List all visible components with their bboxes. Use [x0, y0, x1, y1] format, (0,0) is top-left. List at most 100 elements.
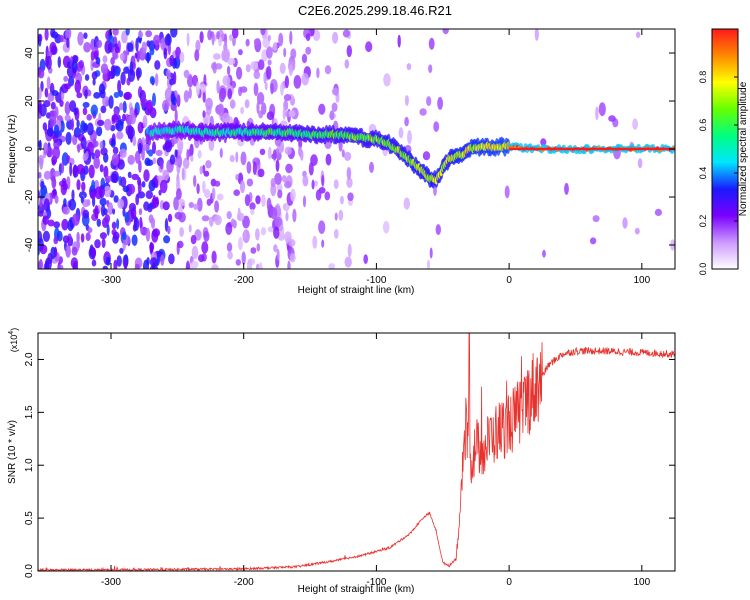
- noise-cell: [144, 157, 151, 166]
- noise-cell: [111, 114, 119, 123]
- x-tick-label: 0: [506, 577, 512, 588]
- noise-cell: [135, 38, 139, 52]
- noise-cell: [117, 198, 125, 209]
- noise-cell: [302, 195, 307, 208]
- noise-cell: [177, 138, 184, 152]
- noise-cell: [179, 51, 185, 63]
- noise-cell: [255, 228, 260, 241]
- noise-cell: [154, 73, 159, 87]
- colorbar-tick-label: 0.0: [698, 263, 708, 276]
- noise-cell: [205, 160, 212, 169]
- noise-cell: [59, 34, 64, 43]
- noise-cell: [124, 211, 130, 223]
- noise-cell: [83, 123, 88, 133]
- noise-cell: [175, 46, 182, 59]
- noise-cell: [73, 107, 78, 116]
- noise-cell: [267, 34, 271, 42]
- noise-cell: [86, 89, 92, 97]
- spectrogram-cells: [38, 29, 675, 269]
- noise-cell: [93, 156, 100, 169]
- noise-cell: [110, 65, 116, 79]
- noise-cell: [113, 91, 120, 99]
- noise-cell: [318, 103, 326, 115]
- noise-cell: [102, 72, 108, 82]
- noise-cell: [332, 31, 339, 44]
- noise-cell: [199, 165, 203, 175]
- noise-cell: [99, 141, 104, 149]
- noise-cell: [119, 102, 124, 111]
- noise-cell: [246, 161, 252, 174]
- noise-cell: [141, 181, 146, 188]
- noise-cell: [145, 190, 153, 200]
- noise-cell: [226, 242, 233, 252]
- noise-cell: [108, 35, 114, 44]
- noise-cell: [142, 115, 148, 128]
- noise-cell: [143, 201, 150, 211]
- noise-cell: [428, 37, 435, 50]
- noise-cell: [80, 195, 84, 204]
- noise-cell: [249, 202, 256, 211]
- noise-cell: [266, 65, 272, 80]
- noise-cell: [442, 29, 449, 35]
- noise-cell: [85, 232, 91, 242]
- noise-cell: [211, 250, 217, 264]
- noise-cell: [231, 29, 239, 39]
- noise-cell: [63, 83, 71, 90]
- noise-cell: [102, 265, 109, 269]
- noise-cell: [53, 221, 61, 229]
- noise-cell: [365, 41, 373, 53]
- noise-cell: [94, 239, 101, 249]
- noise-cell: [204, 188, 211, 199]
- noise-cell: [154, 60, 161, 70]
- noise-cell: [113, 259, 118, 269]
- svg-text:(x104): (x104): [8, 328, 19, 352]
- noise-cell: [331, 87, 339, 96]
- noise-cell: [636, 31, 641, 39]
- noise-cell: [214, 214, 222, 226]
- noise-cell: [193, 203, 199, 210]
- noise-cell: [40, 180, 45, 190]
- noise-cell: [86, 122, 94, 136]
- noise-cell: [238, 237, 243, 251]
- x-tick-label: 100: [633, 577, 650, 588]
- noise-cell: [195, 39, 201, 52]
- snr-y-label: SNR (10 * v/v): [7, 420, 18, 484]
- noise-cell: [71, 118, 74, 131]
- noise-cell: [232, 36, 236, 47]
- noise-cell: [149, 242, 155, 252]
- noise-cell: [145, 30, 153, 38]
- noise-cell: [239, 86, 248, 93]
- noise-cell: [61, 177, 67, 185]
- y-tick-label: 40: [24, 47, 35, 59]
- colorbar-tick-label: 0.4: [698, 167, 708, 180]
- noise-cell: [208, 137, 215, 151]
- noise-cell: [174, 211, 183, 220]
- noise-cell: [347, 243, 352, 258]
- noise-cell: [173, 196, 180, 211]
- noise-cell: [137, 121, 144, 134]
- noise-cell: [316, 67, 320, 79]
- colorbar-label: Normalized spectral amplitude: [738, 81, 749, 216]
- noise-cell: [76, 179, 81, 191]
- noise-cell: [146, 99, 154, 114]
- noise-cell: [141, 41, 147, 54]
- noise-cell: [321, 174, 325, 187]
- noise-cell: [38, 210, 45, 217]
- noise-cell: [80, 136, 87, 149]
- x-tick-label: -200: [234, 275, 254, 286]
- noise-cell: [185, 260, 190, 269]
- noise-cell: [87, 141, 94, 156]
- noise-cell: [50, 29, 56, 38]
- noise-cell: [49, 114, 57, 127]
- noise-cell: [100, 63, 109, 75]
- noise-cell: [242, 231, 247, 240]
- noise-cell: [279, 62, 286, 74]
- noise-cell: [186, 149, 190, 161]
- noise-cell: [163, 47, 168, 60]
- noise-cell: [84, 89, 88, 99]
- noise-cell: [250, 60, 259, 71]
- noise-cell: [112, 29, 119, 36]
- noise-cell: [43, 142, 49, 155]
- noise-cell: [57, 56, 61, 68]
